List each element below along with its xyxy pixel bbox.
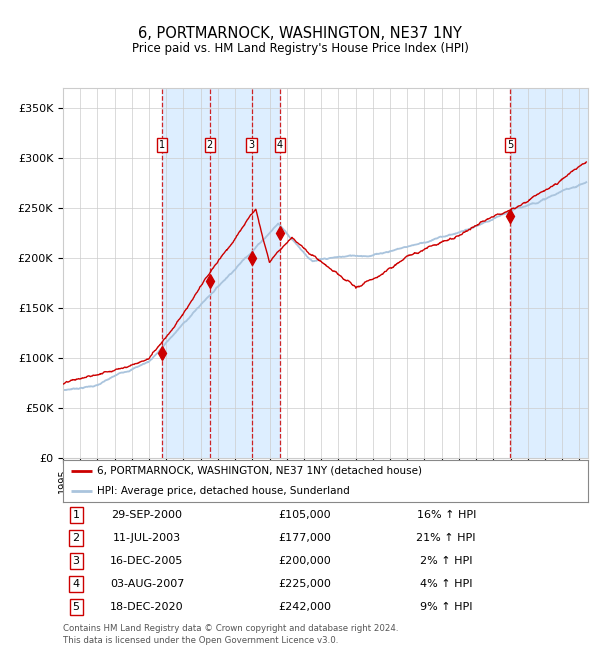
Text: 9% ↑ HPI: 9% ↑ HPI <box>420 603 473 612</box>
Bar <box>251 88 280 458</box>
Text: 1: 1 <box>73 510 80 519</box>
Text: 4: 4 <box>277 140 283 150</box>
Text: 2% ↑ HPI: 2% ↑ HPI <box>420 556 473 566</box>
Text: 3: 3 <box>248 140 255 150</box>
Text: 29-SEP-2000: 29-SEP-2000 <box>112 510 182 519</box>
Text: £225,000: £225,000 <box>278 579 331 589</box>
Text: £242,000: £242,000 <box>278 603 331 612</box>
Text: £200,000: £200,000 <box>278 556 331 566</box>
Text: 6, PORTMARNOCK, WASHINGTON, NE37 1NY: 6, PORTMARNOCK, WASHINGTON, NE37 1NY <box>138 26 462 41</box>
Text: HPI: Average price, detached house, Sunderland: HPI: Average price, detached house, Sund… <box>97 486 350 497</box>
Bar <box>162 88 210 458</box>
Bar <box>510 88 588 458</box>
Text: 18-DEC-2020: 18-DEC-2020 <box>110 603 184 612</box>
Text: 16% ↑ HPI: 16% ↑ HPI <box>416 510 476 519</box>
Text: Contains HM Land Registry data © Crown copyright and database right 2024.: Contains HM Land Registry data © Crown c… <box>63 624 398 633</box>
Text: 4% ↑ HPI: 4% ↑ HPI <box>420 579 473 589</box>
Text: £105,000: £105,000 <box>278 510 331 519</box>
Text: 2: 2 <box>207 140 213 150</box>
Text: 11-JUL-2003: 11-JUL-2003 <box>113 533 181 543</box>
Text: £177,000: £177,000 <box>278 533 331 543</box>
Text: 6, PORTMARNOCK, WASHINGTON, NE37 1NY (detached house): 6, PORTMARNOCK, WASHINGTON, NE37 1NY (de… <box>97 465 422 476</box>
Text: 5: 5 <box>73 603 80 612</box>
Text: Price paid vs. HM Land Registry's House Price Index (HPI): Price paid vs. HM Land Registry's House … <box>131 42 469 55</box>
Text: 5: 5 <box>507 140 513 150</box>
Text: 4: 4 <box>73 579 80 589</box>
Text: 2: 2 <box>73 533 80 543</box>
Text: 3: 3 <box>73 556 80 566</box>
Text: 16-DEC-2005: 16-DEC-2005 <box>110 556 184 566</box>
Text: 1: 1 <box>159 140 165 150</box>
Text: 21% ↑ HPI: 21% ↑ HPI <box>416 533 476 543</box>
Text: This data is licensed under the Open Government Licence v3.0.: This data is licensed under the Open Gov… <box>63 636 338 645</box>
Bar <box>210 88 251 458</box>
Text: 03-AUG-2007: 03-AUG-2007 <box>110 579 184 589</box>
